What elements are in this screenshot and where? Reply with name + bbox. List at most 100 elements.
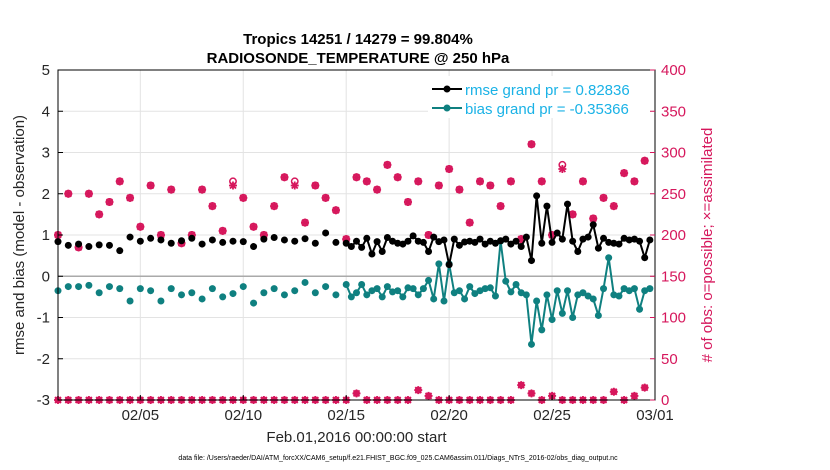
y-left-tick-label: -2 [37,351,50,368]
count-assimilated-marker-stroke [249,223,258,231]
rmse-point [198,240,206,248]
count-assimilated-marker [126,193,135,202]
count-assimilated-marker [527,140,536,149]
bias-point [95,289,103,297]
bias-point [178,291,186,299]
count-bottom-x-marker [414,386,423,395]
y-axis-right-label: # of obs: o=possible; ×=assimilated [699,128,716,363]
count-assimilated-marker [290,181,299,190]
bias-point [533,297,541,305]
y-right-tick-label: 350 [661,103,686,120]
bias-point [522,291,530,299]
bias-point [250,299,258,307]
bias-point [486,284,494,292]
x-tick-label: 02/25 [533,407,571,424]
bias-point [383,283,391,291]
bias-point [579,289,587,297]
bias-point [646,285,654,293]
count-assimilated-marker [599,193,608,202]
rmse-point [507,240,515,248]
rmse-point [430,233,438,241]
count-assimilated-marker [465,218,474,227]
count-bottom-x-marker-stroke [424,392,433,400]
count-assimilated-marker [506,177,515,186]
bias-point [548,316,556,324]
chart-title: Tropics 14251 / 14279 = 99.804% [243,31,473,48]
count-assimilated-marker-stroke [414,177,422,186]
count-assimilated-marker [95,210,104,219]
rmse-point [353,237,360,245]
y-right-tick-label: 200 [661,227,686,244]
bias-point [167,285,175,293]
count-assimilated-marker-stroke [641,157,649,165]
rmse-point [636,237,644,245]
count-assimilated-marker-stroke [280,173,289,181]
bias-point [430,295,438,303]
count-assimilated-marker-stroke [445,165,453,173]
count-assimilated-marker [609,202,618,211]
rmse-point [311,239,319,247]
count-assimilated-marker-stroke [373,185,381,194]
count-assimilated-marker-stroke [229,181,237,190]
count-assimilated-marker-stroke [424,231,433,239]
bias-point [291,287,299,295]
count-assimilated-marker-stroke [321,194,330,202]
rmse-point [476,235,484,243]
rmse-point [440,236,448,244]
count-assimilated-marker [208,202,217,211]
x-tick-label: 02/05 [122,407,160,424]
rmse-point [322,229,330,237]
bias-point [435,260,443,268]
rmse-point [512,237,520,245]
count-assimilated-marker-stroke [455,185,464,194]
count-bottom-x-marker [424,391,433,400]
rmse-point [95,241,103,249]
bias-point [311,289,319,297]
rmse-point [260,235,268,243]
rmse-point [301,235,309,243]
count-assimilated-marker-stroke [136,223,144,231]
rmse-point [425,248,433,255]
rmse-point [625,236,633,244]
count-assimilated-marker-stroke [208,202,217,210]
rmse-point [378,248,386,255]
count-bottom-x-marker [640,383,649,392]
bias-point [419,285,427,293]
x-tick-label: 02/10 [225,407,263,424]
bias-point [64,283,72,291]
rmse-point [502,235,510,243]
footnote: data file: /Users/raeder/DAI/ATM_forcXX/… [178,455,618,462]
rmse-point [368,250,376,258]
count-assimilated-marker-stroke [435,181,443,190]
count-assimilated-marker-stroke [239,194,247,202]
rmse-point [250,243,258,251]
count-assimilated-marker [249,222,258,231]
rmse-point [517,243,525,251]
count-bottom-x-marker-stroke [414,386,422,394]
legend-bias-label: bias grand pr = -0.35366 [465,101,629,118]
bias-point [353,289,360,297]
bias-point [605,254,613,262]
bias-point [425,276,433,284]
rmse-point [646,236,654,244]
x-tick-label: 02/15 [327,407,365,424]
bias-point [332,291,340,299]
count-assimilated-marker-stroke [507,177,515,186]
bias-point [394,287,402,295]
rmse-point [569,237,577,245]
rmse-point [85,243,93,251]
count-bottom-x-marker [527,389,536,398]
rmse-point [594,244,602,252]
count-assimilated-marker-stroke [620,169,628,177]
count-assimilated-marker [589,214,598,223]
count-assimilated-marker-stroke [610,202,618,210]
rmse-point [445,261,453,269]
rmse-point [564,200,572,208]
rmse-point [64,241,72,249]
bias-point [260,289,268,297]
y-left-tick-label: 5 [42,62,50,79]
count-assimilated-marker [496,202,505,211]
rmse-series [54,192,654,269]
count-assimilated-marker-stroke [157,231,165,239]
legend-rmse-marker [443,85,451,93]
